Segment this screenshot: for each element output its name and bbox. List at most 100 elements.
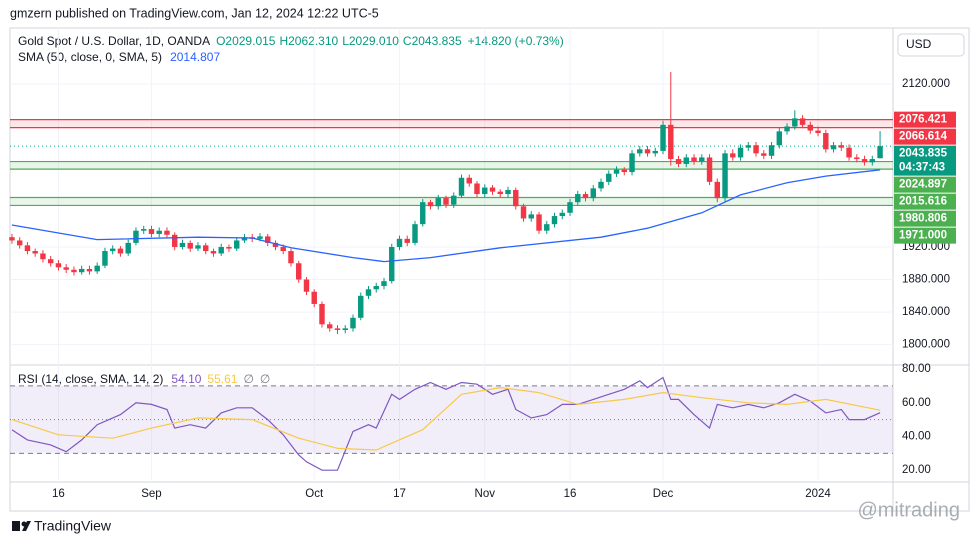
candle-body	[443, 198, 449, 205]
candle-body	[528, 214, 534, 219]
candle-body	[218, 246, 224, 254]
logo	[12, 521, 31, 531]
candle-body	[241, 237, 248, 241]
candle-body	[823, 133, 829, 150]
candle-body	[257, 236, 263, 239]
candle-body	[125, 242, 131, 254]
candle-body	[582, 194, 589, 199]
candle-body	[520, 206, 527, 219]
candle-body	[171, 234, 178, 247]
candle-body	[474, 183, 480, 195]
candle-body	[598, 181, 604, 189]
candle-body	[706, 157, 713, 182]
candle-body	[761, 153, 767, 156]
price-legend: Gold Spot / U.S. Dollar, 1D, OANDA O2029.…	[18, 34, 564, 386]
candle-body	[342, 328, 348, 330]
currency-button[interactable]	[897, 33, 965, 57]
y-tick-label: 80.00	[902, 363, 931, 375]
candle-body	[784, 126, 790, 132]
candle-body	[288, 251, 294, 264]
candle-body	[381, 281, 387, 287]
candle-body	[272, 242, 279, 247]
candle-body	[745, 145, 752, 148]
candle-body	[55, 263, 62, 268]
legend-rsi: RSI (14, close, SMA, 14, 2)	[18, 372, 163, 386]
candle-body	[722, 153, 728, 199]
candle-body	[660, 124, 666, 151]
currency[interactable]: USD	[906, 37, 932, 51]
candle-body	[536, 214, 542, 231]
candle-body	[427, 202, 434, 207]
zone	[10, 161, 893, 170]
candle-body	[265, 236, 271, 243]
candle-body	[652, 150, 658, 154]
candle-body	[78, 268, 85, 273]
rsi-line	[11, 386, 881, 451]
brand: TradingView	[34, 518, 112, 534]
na-label: ∅	[243, 372, 253, 386]
candle-body	[435, 198, 441, 207]
price-label-box	[894, 210, 956, 227]
candle-body	[327, 324, 333, 329]
candle-body	[94, 265, 100, 272]
candle-body	[296, 263, 302, 280]
countdown: 04:37:43	[899, 162, 945, 174]
candle-body	[497, 191, 503, 195]
candle-body	[877, 146, 883, 159]
candle-body	[16, 240, 23, 246]
candle-body	[792, 118, 798, 127]
candle-body	[559, 212, 565, 217]
na-label: ∅	[260, 372, 270, 386]
price-label: 1971.000	[899, 230, 947, 242]
candle-body	[280, 246, 286, 252]
candle-body	[71, 269, 77, 273]
candle-body	[451, 195, 457, 205]
candle-body	[590, 188, 596, 199]
candle-body	[668, 124, 674, 160]
x-tick-label: 16	[564, 488, 577, 500]
legend-sma: SMA (50, close, 0, SMA, 5)	[18, 50, 162, 64]
candle-body	[311, 291, 317, 304]
watermark: @mitrading	[857, 499, 960, 521]
candle-body	[567, 202, 573, 213]
candle-body	[544, 224, 550, 231]
candle-body	[551, 216, 558, 225]
candle-body	[389, 246, 395, 282]
candle-body	[799, 118, 806, 125]
x-tick-label: Nov	[475, 488, 496, 500]
price-label-box	[894, 227, 956, 244]
price-label: 2043.835	[899, 148, 948, 160]
price-label-box	[894, 145, 956, 176]
y-tick-label: 40.00	[902, 431, 931, 443]
rsi-band	[10, 385, 893, 454]
candle-body	[482, 187, 488, 195]
y-tick-label: 20.00	[902, 464, 931, 476]
candle-body	[505, 189, 511, 195]
candle-body	[861, 159, 868, 163]
candle-body	[869, 159, 876, 163]
candle-body	[737, 147, 744, 158]
candle-body	[63, 267, 69, 270]
candle-body	[683, 157, 689, 164]
candle-body	[846, 147, 852, 158]
candle-body	[621, 169, 627, 173]
candle-body	[334, 328, 341, 330]
candle-body	[109, 248, 116, 252]
x-tick-label: Oct	[305, 488, 324, 500]
candle-body	[730, 153, 736, 158]
candle-body	[164, 230, 170, 235]
ohlc-label: L2029.010	[342, 34, 399, 48]
price-label-box	[894, 128, 956, 145]
price-label-box	[894, 176, 956, 193]
x-tick-label: 2024	[805, 488, 831, 500]
candle-body	[458, 177, 465, 196]
candle-body	[195, 245, 201, 249]
y-tick-label: 1880.000	[902, 274, 950, 286]
change-label: +14.820 (+0.73%)	[468, 34, 564, 48]
candle-body	[699, 157, 705, 162]
candle-body	[226, 246, 232, 249]
y-tick-label: 2120.000	[902, 78, 950, 90]
candle-body	[358, 295, 364, 318]
candle-body	[753, 145, 759, 154]
